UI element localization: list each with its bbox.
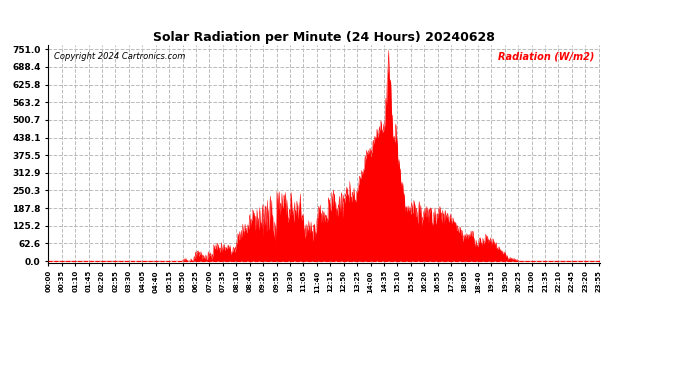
Title: Solar Radiation per Minute (24 Hours) 20240628: Solar Radiation per Minute (24 Hours) 20… (153, 31, 495, 44)
Text: Copyright 2024 Cartronics.com: Copyright 2024 Cartronics.com (54, 51, 185, 60)
Text: Radiation (W/m2): Radiation (W/m2) (498, 51, 595, 62)
